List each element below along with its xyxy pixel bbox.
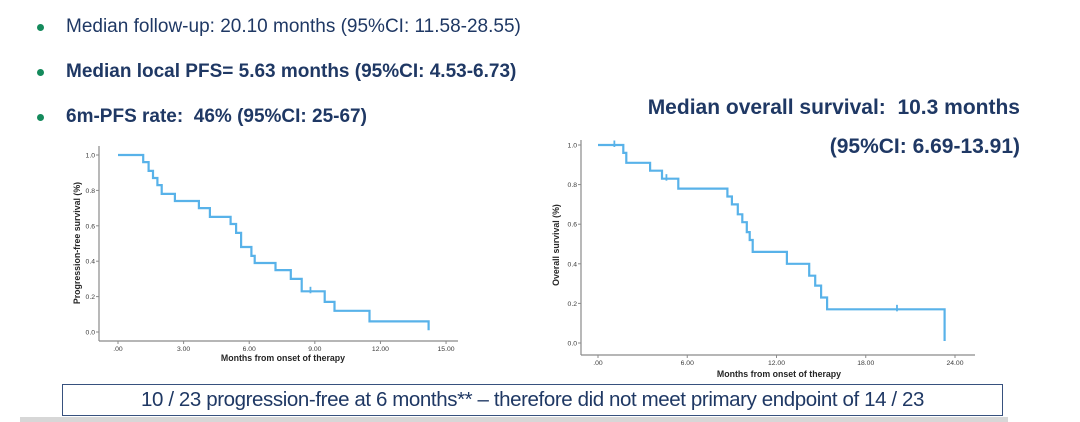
os-title-line1: Median overall survival: 10.3 months (647, 96, 1020, 119)
bullet-dot-icon (37, 24, 44, 31)
bottom-strip (20, 417, 1008, 422)
pfs-chart: 0.0 0.2 0.4 0.6 0.8 1.0 .00 3.00 6.00 9.00 12.00 15… (72, 146, 458, 363)
x-tick-label: 12.00 (372, 346, 389, 353)
y-tick-label: 0.6 (568, 222, 578, 229)
x-axis-title: Months from onset of therapy (717, 369, 841, 379)
os-title-line2: (95%CI: 6.69-13.91) (829, 135, 1020, 158)
bullet-item-6m-pfs-rate: 6m-PFS rate: 46% (95%CI: 25-67) (37, 106, 521, 128)
bullet-text-local-pfs: Median local PFS= 5.63 months (95%CI: 4.… (66, 61, 517, 82)
bullet-item-local-pfs: Median local PFS= 5.63 months (95%CI: 4.… (37, 61, 521, 83)
footer-text: 10 / 23 progression-free at 6 months** –… (141, 388, 924, 411)
x-tick-label: 15.00 (438, 346, 455, 353)
x-tick-label: 6.00 (243, 346, 256, 353)
x-tick-label: .00 (113, 346, 123, 353)
y-tick-label: 1.0 (86, 153, 96, 160)
bullet-item-followup: Median follow-up: 20.10 months (95%CI: 1… (37, 16, 521, 38)
x-tick-label: 6.00 (681, 360, 694, 367)
x-tick-label: 24.00 (946, 360, 963, 367)
x-tick-label: .00 (593, 360, 603, 367)
km-curve (118, 153, 430, 331)
y-tick-label: 0.2 (568, 301, 578, 308)
y-tick-label: 0.0 (86, 330, 96, 337)
os-chart: 0.0 0.2 0.4 0.6 0.8 1.0 .00 6.00 12.00 18.00 24.00… (551, 140, 975, 379)
y-tick-label: 0.6 (86, 223, 96, 230)
os-title: Median overall survival: 10.3 months (95… (648, 96, 1020, 158)
y-tick-label: 0.0 (568, 341, 578, 348)
y-tick-label: 0.8 (568, 182, 578, 189)
x-axis-title: Months from onset of therapy (221, 353, 345, 363)
y-tick-label: 0.8 (86, 188, 96, 195)
y-axis-title: Progression-free survival (%) (72, 182, 82, 304)
bullet-text-followup: Median follow-up: 20.10 months (95%CI: 1… (66, 16, 521, 37)
bullet-dot-icon (37, 69, 44, 76)
y-tick-label: 0.2 (86, 294, 96, 301)
bullet-dot-icon (37, 114, 44, 121)
x-tick-label: 12.00 (768, 360, 785, 367)
x-tick-label: 3.00 (177, 346, 190, 353)
y-tick-label: 0.4 (568, 261, 578, 268)
km-curve (598, 143, 946, 341)
y-tick-label: 1.0 (568, 143, 578, 150)
bullet-text-6m-pfs-rate: 6m-PFS rate: 46% (95%CI: 25-67) (66, 106, 367, 127)
x-tick-label: 18.00 (857, 360, 874, 367)
y-axis-title: Overall survival (%) (551, 204, 561, 286)
y-tick-label: 0.4 (86, 259, 96, 266)
footer-box: 10 / 23 progression-free at 6 months** –… (62, 384, 1003, 416)
x-tick-label: 9.00 (308, 346, 321, 353)
bullet-list: Median follow-up: 20.10 months (95%CI: 1… (37, 16, 521, 151)
